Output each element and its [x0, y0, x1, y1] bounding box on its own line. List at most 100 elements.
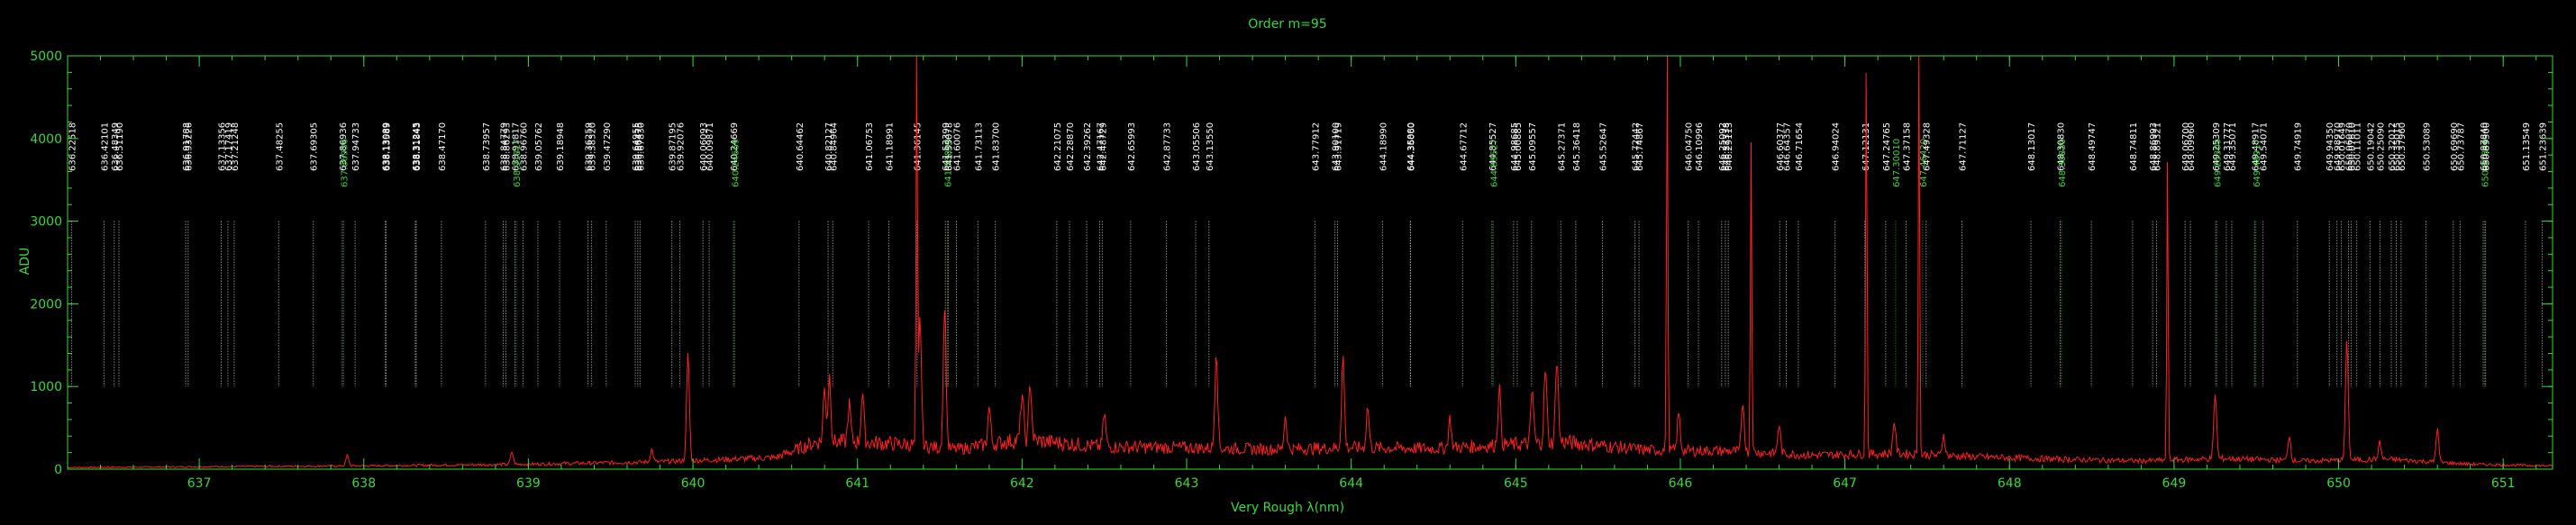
- reference-line-label: 645.74867: [1635, 122, 1645, 171]
- x-tick-label: 649: [2162, 476, 2187, 491]
- reference-line-label: 647.30010: [1892, 139, 1902, 187]
- reference-line-label: 643.91719: [1334, 122, 1344, 171]
- reference-line-label: 638.31245: [412, 122, 422, 171]
- reference-line-label: 649.94350: [2326, 122, 2335, 171]
- reference-line-label: 639.92076: [677, 122, 687, 171]
- reference-line-label: 646.60377: [1776, 122, 1786, 171]
- reference-line-label: 650.25090: [2376, 122, 2386, 171]
- reference-line-label: 650.07610: [2347, 122, 2357, 171]
- reference-line-label: 641.53399: [942, 122, 951, 171]
- reference-line-label: 649.98970: [2334, 122, 2344, 171]
- reference-line-label: 647.46420: [1919, 139, 1929, 187]
- x-tick-label: 642: [1010, 476, 1034, 491]
- reference-line-label: 650.19042: [2366, 122, 2376, 171]
- reference-line-label: 646.71654: [1795, 122, 1805, 171]
- reference-line-label: 646.10996: [1695, 122, 1705, 171]
- reference-line-label: 649.25309: [2214, 139, 2224, 187]
- y-tick-label: 4000: [30, 132, 62, 147]
- reference-line-label: 650.69690: [2450, 122, 2460, 171]
- reference-line-label: 643.77912: [1311, 122, 1321, 171]
- spectrum-line: [67, 55, 2553, 469]
- x-tick-label: 637: [187, 476, 212, 491]
- reference-line-label: 646.25092: [1718, 122, 1728, 171]
- reference-line-label: 636.51190: [115, 122, 125, 171]
- reference-line-label: 650.37960: [2398, 122, 2408, 171]
- reference-line-label: 639.05762: [534, 122, 544, 171]
- plot-frame: [67, 55, 2553, 470]
- reference-line-label: 645.52647: [1598, 122, 1608, 171]
- reference-line-label: 640.84964: [829, 122, 839, 171]
- reference-line-label: 639.66475: [634, 122, 644, 171]
- reference-line-label: 648.30830: [2057, 122, 2067, 171]
- reference-line-label: 642.48729: [1098, 122, 1108, 171]
- reference-line-label: 644.85527: [1489, 139, 1499, 187]
- reference-line-label: 639.18948: [556, 122, 566, 171]
- reference-line-label: 644.36060: [1407, 122, 1417, 171]
- reference-line-label: 646.94024: [1832, 122, 1842, 171]
- reference-line-label: 647.24765: [1882, 122, 1892, 171]
- reference-line-label: 646.64357: [1783, 122, 1793, 171]
- reference-line-label: 637.69305: [310, 122, 320, 171]
- reference-line-label: 650.06070: [2345, 122, 2355, 171]
- reference-line-label: 638.13089: [382, 122, 392, 171]
- reference-line-label: 649.48917: [2251, 122, 2261, 171]
- reference-line-label: 644.35880: [1406, 122, 1416, 171]
- reference-line-label: 638.13589: [383, 122, 393, 171]
- reference-line-label: 644.67712: [1459, 122, 1469, 171]
- reference-line-label: 638.86293: [502, 122, 512, 171]
- reference-line-label: 643.13550: [1206, 122, 1215, 171]
- reference-line-label: 639.87195: [669, 122, 678, 171]
- y-tick-label: 0: [54, 463, 62, 477]
- reference-line-label: 637.21248: [231, 122, 241, 171]
- y-axis-ticks: 0 1000 2000 3000 4000 5000: [30, 50, 2553, 477]
- reference-line-label: 636.22518: [68, 122, 78, 171]
- x-tick-label: 643: [1175, 476, 1199, 491]
- reference-line-label: 641.73113: [974, 122, 984, 171]
- reference-lines: [71, 221, 2543, 387]
- reference-line-label: 642.39262: [1083, 122, 1093, 171]
- reference-line-label: 644.98685: [1510, 122, 1520, 171]
- reference-line-label: 641.60076: [952, 122, 962, 171]
- reference-line-label: 637.94733: [351, 122, 361, 171]
- reference-line-label: 641.18991: [885, 122, 895, 171]
- reference-line-label: 644.18990: [1379, 122, 1388, 171]
- x-tick-label: 647: [1833, 476, 1857, 491]
- reference-line-label: 648.89321: [2153, 122, 2162, 171]
- reference-line-label: 651.23639: [2538, 122, 2548, 171]
- reference-line-label: 646.04750: [1685, 122, 1695, 171]
- x-tick-label: 639: [516, 476, 541, 491]
- reference-line-label: 648.86993: [2149, 122, 2159, 171]
- reference-line-label: 644.85527: [1488, 122, 1498, 171]
- reference-line-label: 640.06093: [699, 122, 709, 171]
- reference-line-label: 645.27371: [1557, 122, 1567, 171]
- reference-line-label: 641.55078: [944, 122, 954, 171]
- reference-line-label: 636.93226: [185, 122, 195, 171]
- reference-line-label: 646.29113: [1725, 122, 1734, 171]
- x-tick-label: 648: [1998, 476, 2022, 491]
- reference-line-label: 650.87840: [2480, 139, 2490, 187]
- reference-line-label: 637.86936: [339, 122, 349, 171]
- reference-line-label: 638.73957: [482, 122, 492, 171]
- x-tick-label: 645: [1504, 476, 1528, 491]
- y-tick-label: 2000: [30, 297, 62, 312]
- reference-line-label: 648.13017: [2027, 122, 2037, 171]
- reference-line-label: 650.01649: [2338, 122, 2348, 171]
- reference-line-label: 638.91817: [511, 122, 521, 171]
- x-tick-label: 650: [2326, 476, 2351, 491]
- reference-line-label: 645.72442: [1632, 122, 1642, 171]
- reference-line-label: 650.53089: [2423, 122, 2433, 171]
- reference-line-label: 641.36145: [914, 122, 924, 171]
- reference-line-label: 640.82127: [824, 122, 834, 171]
- reference-line-label: 638.84779: [500, 122, 510, 171]
- spectrum-group: [67, 55, 2553, 469]
- reference-line-label: 645.36418: [1572, 122, 1582, 171]
- reference-line-label: 637.17419: [224, 122, 234, 171]
- reference-line-label: 649.31777: [2223, 122, 2233, 171]
- reference-line-label: 638.91817: [513, 139, 523, 187]
- reference-line-label: 649.35071: [2228, 122, 2238, 171]
- reference-line-label: 647.37158: [1902, 122, 1912, 171]
- reference-line-label: 641.06753: [865, 122, 875, 171]
- x-tick-label: 644: [1339, 476, 1363, 491]
